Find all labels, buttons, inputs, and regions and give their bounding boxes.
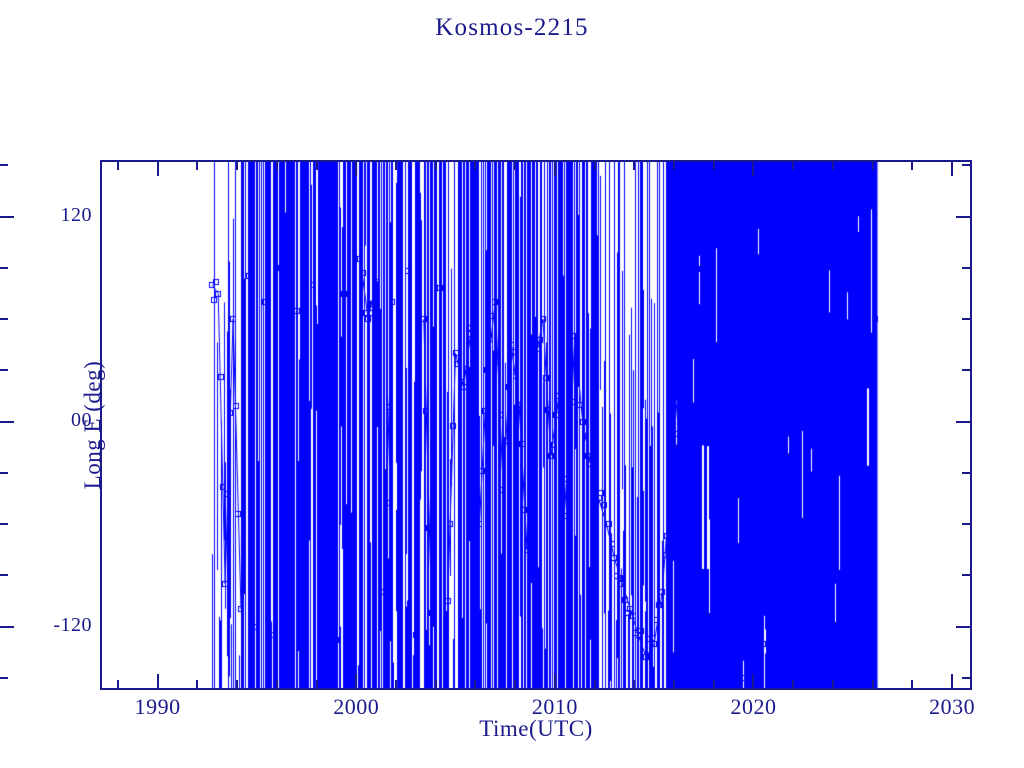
axis-tick [435, 680, 437, 688]
axis-tick [514, 680, 516, 688]
y-tick-label: 00 [71, 408, 92, 431]
axis-tick [956, 216, 970, 218]
axis-tick [594, 162, 596, 170]
axis-tick [962, 523, 970, 525]
axis-tick [276, 162, 278, 170]
axis-tick [962, 574, 970, 576]
axis-tick [713, 162, 715, 170]
axis-tick [962, 267, 970, 269]
axis-tick [395, 162, 397, 170]
axis-tick [0, 318, 8, 320]
axis-tick [0, 523, 8, 525]
axis-tick [0, 216, 14, 218]
axis-tick [713, 680, 715, 688]
axis-tick [832, 162, 834, 170]
axis-tick [236, 680, 238, 688]
y-axis-title: Long E (deg) [80, 360, 105, 490]
axis-tick [355, 162, 357, 176]
axis-tick [474, 162, 476, 170]
axis-tick [962, 677, 970, 679]
x-tick-label: 2010 [531, 694, 578, 719]
axis-tick [554, 674, 556, 688]
axis-tick [962, 318, 970, 320]
axis-tick [962, 472, 970, 474]
axis-tick [872, 162, 874, 170]
axis-tick [951, 162, 953, 176]
axis-tick [236, 162, 238, 170]
axis-tick [0, 472, 8, 474]
axis-tick [673, 162, 675, 170]
plot-area [100, 160, 972, 690]
x-tick-label: 2000 [333, 694, 380, 719]
axis-tick [395, 680, 397, 688]
axis-tick [474, 680, 476, 688]
axis-tick [872, 680, 874, 688]
axis-tick [196, 680, 198, 688]
axis-tick [514, 162, 516, 170]
axis-tick [633, 162, 635, 170]
data-series-canvas [102, 162, 970, 688]
axis-tick [157, 162, 159, 176]
y-tick-label: 120 [60, 203, 92, 226]
axis-tick [911, 680, 913, 688]
axis-tick [962, 164, 970, 166]
axis-tick [0, 421, 14, 423]
y-tick-label: -120 [53, 613, 92, 636]
x-tick-label: 2030 [929, 694, 976, 719]
axis-tick [554, 162, 556, 176]
axis-tick [792, 162, 794, 170]
axis-tick [117, 680, 119, 688]
axis-tick [316, 680, 318, 688]
axis-tick [0, 164, 8, 166]
axis-tick [951, 674, 953, 688]
x-tick-label: 1990 [134, 694, 181, 719]
axis-tick [355, 674, 357, 688]
x-axis-title: Time(UTC) [479, 716, 593, 741]
axis-tick [911, 162, 913, 170]
axis-tick [0, 574, 8, 576]
axis-tick [117, 162, 119, 170]
axis-tick [956, 421, 970, 423]
axis-tick [196, 162, 198, 170]
axis-tick [435, 162, 437, 170]
axis-tick [0, 677, 8, 679]
axis-tick [962, 369, 970, 371]
x-tick-label: 2020 [730, 694, 777, 719]
axis-tick [0, 369, 8, 371]
axis-tick [752, 162, 754, 176]
axis-tick [752, 674, 754, 688]
axis-tick [956, 626, 970, 628]
axis-tick [276, 680, 278, 688]
axis-tick [832, 680, 834, 688]
axis-tick [157, 674, 159, 688]
axis-tick [0, 267, 8, 269]
axis-tick [673, 680, 675, 688]
axis-tick [792, 680, 794, 688]
page-title: Kosmos-2215 [435, 14, 589, 41]
axis-tick [633, 680, 635, 688]
axis-tick [594, 680, 596, 688]
axis-tick [0, 626, 14, 628]
axis-tick [316, 162, 318, 170]
